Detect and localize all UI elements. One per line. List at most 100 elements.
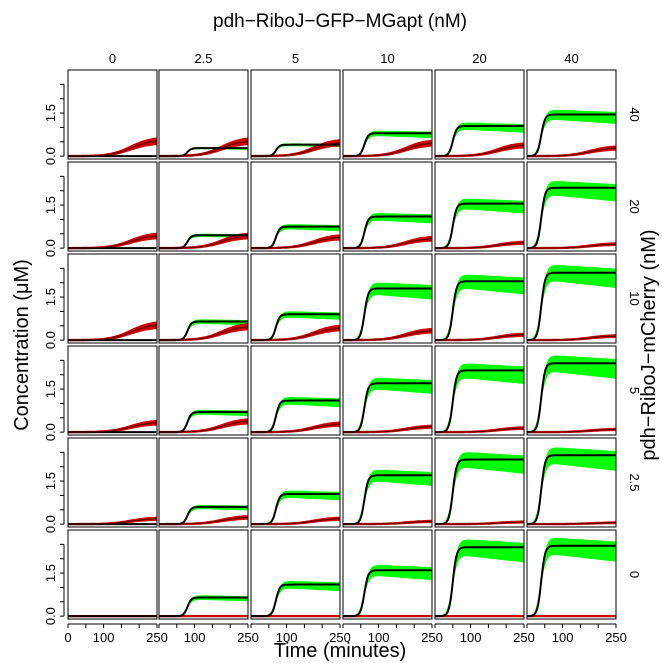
panel-4-5 xyxy=(527,447,616,526)
model-line-red xyxy=(343,426,432,433)
model-line-red xyxy=(68,235,157,249)
y-tick-label: 0.0 xyxy=(43,331,58,349)
red-band xyxy=(68,232,157,250)
green-band xyxy=(435,363,524,433)
panel-3-3 xyxy=(343,377,432,434)
model-line-red xyxy=(435,144,524,157)
red-band xyxy=(251,234,340,250)
y-tick-label: 0.0 xyxy=(43,147,58,165)
model-line xyxy=(435,369,524,434)
panel-frame xyxy=(158,529,249,620)
model-line-red xyxy=(251,236,340,249)
panel-frame xyxy=(526,437,617,528)
x-axis-label: Time (minutes) xyxy=(274,640,407,662)
panel-0-2 xyxy=(251,139,340,158)
red-band xyxy=(343,139,432,158)
model-line xyxy=(435,458,524,526)
panel-2-1 xyxy=(159,319,248,342)
model-line-red xyxy=(527,429,616,433)
green-band xyxy=(159,595,248,617)
y-axis-label: Concentration (μM) xyxy=(11,259,33,431)
panel-1-3 xyxy=(343,213,432,250)
model-line-red xyxy=(435,334,524,341)
panel-frame xyxy=(526,529,617,620)
green-band xyxy=(527,537,616,616)
panel-frame xyxy=(342,161,433,252)
model-line-red xyxy=(68,324,157,341)
model-line-red xyxy=(527,243,616,249)
model-line xyxy=(527,271,616,342)
panel-1-5 xyxy=(527,181,616,250)
model-line xyxy=(527,362,616,434)
model-line-red xyxy=(251,423,340,433)
green-band xyxy=(343,565,432,617)
red-band xyxy=(251,516,340,526)
panel-1-1 xyxy=(159,232,248,250)
green-band xyxy=(343,130,432,157)
panel-frame xyxy=(67,253,158,344)
column-label: 2.5 xyxy=(194,51,212,66)
panel-frame xyxy=(250,253,341,344)
y-tick-label: 0.0 xyxy=(43,423,58,441)
red-band xyxy=(251,324,340,342)
panel-frame xyxy=(158,437,249,528)
x-tick-label: 250 xyxy=(329,630,351,645)
panel-4-3 xyxy=(343,469,432,526)
model-line xyxy=(435,546,524,618)
red-band xyxy=(527,334,616,342)
model-line xyxy=(527,544,616,618)
y-tick-label: 1.5 xyxy=(43,104,58,122)
model-line-red xyxy=(159,140,248,157)
red-band xyxy=(159,323,248,342)
model-line xyxy=(343,382,432,434)
x-tick-label: 100 xyxy=(552,630,574,645)
column-label: 40 xyxy=(564,51,578,66)
panel-0-4 xyxy=(435,122,524,158)
panel-frame xyxy=(250,345,341,436)
panel-frame xyxy=(434,253,525,344)
model-line-red xyxy=(68,518,157,525)
panel-frame xyxy=(342,69,433,160)
green-band xyxy=(435,274,524,341)
column-label: 20 xyxy=(472,51,486,66)
model-line-red xyxy=(527,147,616,157)
panel-frame xyxy=(342,437,433,528)
row-label: 10 xyxy=(627,291,642,305)
panel-frame xyxy=(434,161,525,252)
model-line-red xyxy=(343,521,432,525)
x-tick-label: 250 xyxy=(513,630,535,645)
red-band xyxy=(435,142,524,158)
y-tick-label: 0.0 xyxy=(43,515,58,533)
panel-5-1 xyxy=(159,595,248,618)
y-tick-label: 1.5 xyxy=(43,196,58,214)
x-tick-label: 250 xyxy=(237,630,259,645)
chart-title: pdh−RiboJ−GFP−MGapt (nM) xyxy=(213,11,467,32)
panel-frame xyxy=(158,69,249,160)
panel-3-5 xyxy=(527,355,616,434)
red-band xyxy=(435,615,524,618)
x-tick-label: 250 xyxy=(421,630,443,645)
red-band xyxy=(527,242,616,250)
red-band xyxy=(343,615,432,618)
panel-frame xyxy=(67,69,158,160)
panel-1-2 xyxy=(251,224,340,250)
panel-frame xyxy=(434,345,525,436)
red-band xyxy=(435,332,524,342)
model-line-red xyxy=(251,518,340,525)
model-line-red xyxy=(159,516,248,525)
row-label: 40 xyxy=(627,107,642,121)
panel-3-2 xyxy=(251,397,340,434)
panel-3-1 xyxy=(159,409,248,434)
model-line-red xyxy=(159,235,248,249)
green-band xyxy=(527,355,616,432)
panel-frame xyxy=(67,437,158,528)
model-line xyxy=(527,113,616,158)
panel-0-1 xyxy=(159,137,248,158)
row-label: 5 xyxy=(627,387,642,394)
model-line xyxy=(251,583,340,618)
green-band xyxy=(435,198,524,249)
row-label: 2.5 xyxy=(627,473,642,491)
panel-frame xyxy=(158,161,249,252)
y-tick-label: 1.5 xyxy=(43,380,58,398)
y-tick-label: 0.0 xyxy=(43,607,58,625)
